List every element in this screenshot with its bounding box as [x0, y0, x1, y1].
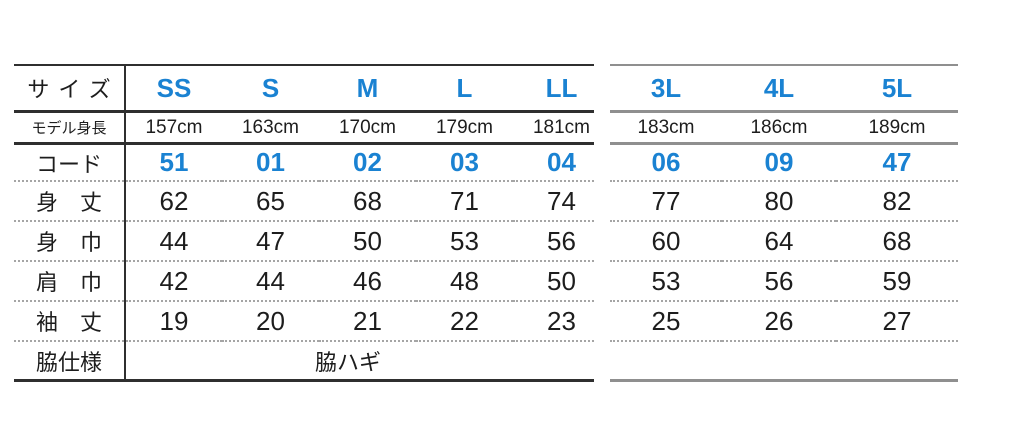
measurement-cell: 82 — [836, 181, 958, 222]
size-row-label: サイズ — [14, 65, 126, 113]
model-height-row: モデル身長 157cm 163cm 170cm 179cm 181cm — [14, 111, 610, 145]
measurement-cell: 44 — [222, 261, 319, 302]
code-cell: 06 — [610, 143, 722, 182]
size-header-row-extended: 3L 4L 5L — [610, 65, 958, 113]
model-height-row-extended: 183cm 186cm 189cm — [610, 111, 958, 145]
measurement-cell: 44 — [125, 221, 222, 262]
code-label: コード — [14, 143, 126, 182]
body-length-label: 身 丈 — [14, 181, 126, 222]
size-header-ll: LL — [513, 65, 610, 113]
shoulder-width-label: 肩 巾 — [14, 261, 126, 302]
measurement-cell: 62 — [125, 181, 222, 222]
measurement-cell: 53 — [610, 261, 722, 302]
size-header-4l: 4L — [722, 65, 836, 113]
measurement-cell: 53 — [416, 221, 513, 262]
measurement-cell: 68 — [319, 181, 416, 222]
model-height-cell: 186cm — [722, 111, 836, 145]
sleeve-length-row: 袖 丈 19 20 21 22 23 — [14, 301, 610, 342]
size-header-row: サイズ SS S M L LL — [14, 65, 610, 113]
measurement-cell: 80 — [722, 181, 836, 222]
measurement-cell: 19 — [125, 301, 222, 342]
measurement-cell: 23 — [513, 301, 610, 342]
measurement-cell: 77 — [610, 181, 722, 222]
measurement-cell: 42 — [125, 261, 222, 302]
shoulder-width-row: 肩 巾 42 44 46 48 50 — [14, 261, 610, 302]
model-height-cell: 183cm — [610, 111, 722, 145]
body-length-row-extended: 77 80 82 — [610, 181, 958, 222]
measurement-cell: 26 — [722, 301, 836, 342]
measurement-cell: 74 — [513, 181, 610, 222]
size-header-ss: SS — [125, 65, 222, 113]
body-width-row: 身 巾 44 47 50 53 56 — [14, 221, 610, 262]
measurement-cell: 59 — [836, 261, 958, 302]
code-cell: 01 — [222, 143, 319, 182]
code-row-extended: 06 09 47 — [610, 143, 958, 182]
model-height-cell: 163cm — [222, 111, 319, 145]
measurement-cell: 22 — [416, 301, 513, 342]
measurement-cell: 25 — [610, 301, 722, 342]
section-gap-divider — [594, 58, 610, 388]
model-height-cell: 157cm — [125, 111, 222, 145]
sleeve-length-label: 袖 丈 — [14, 301, 126, 342]
measurement-cell: 64 — [722, 221, 836, 262]
size-table-extended-section: 3L 4L 5L 183cm 186cm 189cm 06 09 47 77 8… — [610, 64, 958, 382]
size-header-m: M — [319, 65, 416, 113]
measurement-cell: 50 — [319, 221, 416, 262]
measurement-cell: 65 — [222, 181, 319, 222]
code-cell: 47 — [836, 143, 958, 182]
size-header-l: L — [416, 65, 513, 113]
measurement-cell: 20 — [222, 301, 319, 342]
code-row: コード 51 01 02 03 04 — [14, 143, 610, 182]
measurement-cell: 56 — [513, 221, 610, 262]
measurement-cell: 21 — [319, 301, 416, 342]
code-cell: 51 — [125, 143, 222, 182]
code-cell: 03 — [416, 143, 513, 182]
model-height-cell: 170cm — [319, 111, 416, 145]
code-cell: 09 — [722, 143, 836, 182]
size-table-main-section: サイズ SS S M L LL モデル身長 157cm 163cm 170cm … — [14, 64, 610, 382]
sleeve-length-row-extended: 25 26 27 — [610, 301, 958, 342]
side-spec-row: 脇仕様 脇ハギ — [14, 341, 610, 381]
model-height-cell: 179cm — [416, 111, 513, 145]
measurement-cell: 27 — [836, 301, 958, 342]
shoulder-width-row-extended: 53 56 59 — [610, 261, 958, 302]
size-header-s: S — [222, 65, 319, 113]
model-height-cell: 189cm — [836, 111, 958, 145]
body-width-label: 身 巾 — [14, 221, 126, 262]
side-spec-value: 脇ハギ — [314, 349, 381, 375]
measurement-cell: 47 — [222, 221, 319, 262]
measurement-cell: 60 — [610, 221, 722, 262]
code-cell: 02 — [319, 143, 416, 182]
model-height-label: モデル身長 — [14, 111, 126, 145]
measurement-cell: 48 — [416, 261, 513, 302]
measurement-cell: 71 — [416, 181, 513, 222]
side-spec-empty-cell — [610, 341, 958, 381]
model-height-cell: 181cm — [513, 111, 610, 145]
measurement-cell: 50 — [513, 261, 610, 302]
measurement-cell: 56 — [722, 261, 836, 302]
body-length-row: 身 丈 62 65 68 71 74 — [14, 181, 610, 222]
size-header-3l: 3L — [610, 65, 722, 113]
side-spec-label: 脇仕様 — [14, 341, 126, 381]
size-header-5l: 5L — [836, 65, 958, 113]
measurement-cell: 68 — [836, 221, 958, 262]
body-width-row-extended: 60 64 68 — [610, 221, 958, 262]
code-cell: 04 — [513, 143, 610, 182]
measurement-cell: 46 — [319, 261, 416, 302]
side-spec-row-extended — [610, 341, 958, 381]
